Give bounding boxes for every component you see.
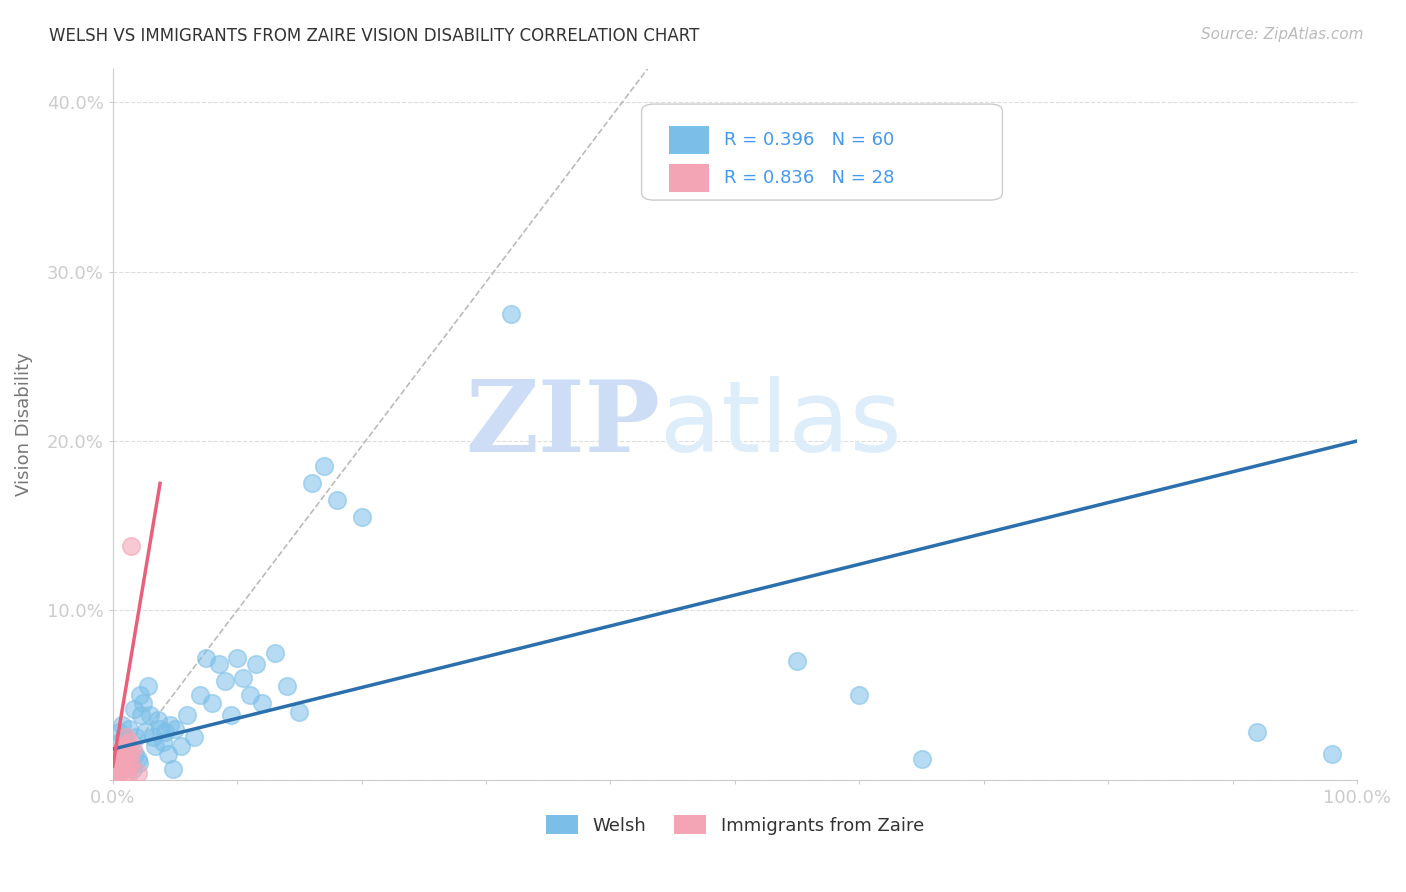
Point: [188, 688, 211, 702]
Point: [183, 731, 205, 745]
Text: R = 0.396   N = 60: R = 0.396 N = 60: [724, 131, 894, 149]
Point: [129, 688, 152, 702]
Point: [288, 705, 311, 719]
Point: [207, 657, 229, 672]
Point: [232, 671, 254, 685]
Point: [107, 767, 129, 781]
Point: [134, 725, 156, 739]
Point: [120, 539, 142, 553]
Point: [112, 739, 135, 753]
Text: Source: ZipAtlas.com: Source: ZipAtlas.com: [1201, 27, 1364, 42]
FancyBboxPatch shape: [669, 164, 709, 193]
Point: [214, 674, 236, 689]
Point: [301, 476, 323, 491]
Point: [131, 697, 153, 711]
Point: [105, 756, 128, 770]
Point: [120, 747, 142, 762]
Text: R = 0.836   N = 28: R = 0.836 N = 28: [724, 169, 894, 187]
Point: [110, 747, 132, 762]
Point: [314, 459, 336, 474]
Text: WELSH VS IMMIGRANTS FROM ZAIRE VISION DISABILITY CORRELATION CHART: WELSH VS IMMIGRANTS FROM ZAIRE VISION DI…: [49, 27, 700, 45]
Point: [121, 763, 143, 777]
Point: [112, 731, 135, 745]
FancyBboxPatch shape: [641, 104, 1002, 200]
Point: [110, 752, 132, 766]
Point: [350, 510, 373, 524]
Point: [108, 764, 131, 779]
Point: [170, 739, 193, 753]
Point: [108, 725, 131, 739]
Legend: Welsh, Immigrants from Zaire: Welsh, Immigrants from Zaire: [546, 815, 924, 835]
FancyBboxPatch shape: [669, 126, 709, 154]
Point: [162, 763, 184, 777]
Point: [159, 718, 181, 732]
Point: [239, 688, 262, 702]
Point: [131, 708, 153, 723]
Point: [176, 708, 198, 723]
Point: [107, 759, 129, 773]
Text: ZIP: ZIP: [465, 376, 661, 473]
Point: [263, 646, 285, 660]
Point: [1246, 725, 1268, 739]
Point: [117, 752, 139, 766]
Point: [152, 735, 174, 749]
Point: [105, 763, 128, 777]
Point: [786, 654, 808, 668]
Point: [121, 742, 143, 756]
Point: [128, 756, 150, 770]
Point: [117, 742, 139, 756]
Point: [118, 722, 141, 736]
Y-axis label: Vision Disability: Vision Disability: [15, 352, 32, 496]
Point: [117, 767, 139, 781]
Point: [110, 742, 132, 756]
Point: [143, 739, 166, 753]
Point: [250, 697, 273, 711]
Point: [195, 650, 218, 665]
Point: [120, 756, 142, 770]
Point: [108, 752, 131, 766]
Point: [120, 756, 142, 770]
Point: [276, 680, 298, 694]
Point: [1320, 747, 1343, 762]
Point: [153, 725, 176, 739]
Point: [142, 731, 165, 745]
Point: [110, 759, 132, 773]
Point: [201, 697, 224, 711]
Point: [111, 742, 134, 756]
Point: [104, 765, 127, 780]
Point: [118, 759, 141, 773]
Point: [127, 752, 149, 766]
Point: [125, 731, 148, 745]
Point: [115, 739, 138, 753]
Point: [112, 747, 135, 762]
Text: atlas: atlas: [661, 376, 901, 473]
Point: [226, 650, 249, 665]
Point: [115, 752, 138, 766]
Point: [120, 759, 142, 773]
Point: [149, 722, 172, 736]
Point: [122, 701, 145, 715]
Point: [110, 735, 132, 749]
Point: [245, 657, 267, 672]
Point: [136, 680, 159, 694]
Point: [114, 765, 136, 780]
Point: [163, 722, 186, 736]
Point: [111, 763, 134, 777]
Point: [127, 765, 149, 780]
Point: [848, 688, 870, 702]
Point: [326, 493, 349, 508]
Point: [139, 708, 162, 723]
Point: [118, 735, 141, 749]
Point: [146, 714, 169, 728]
Point: [219, 708, 242, 723]
Point: [910, 752, 932, 766]
Point: [114, 747, 136, 762]
Point: [110, 718, 132, 732]
Point: [499, 307, 522, 321]
Point: [114, 759, 136, 773]
Point: [111, 756, 134, 770]
Point: [156, 747, 179, 762]
Point: [124, 747, 146, 762]
Point: [115, 731, 138, 745]
